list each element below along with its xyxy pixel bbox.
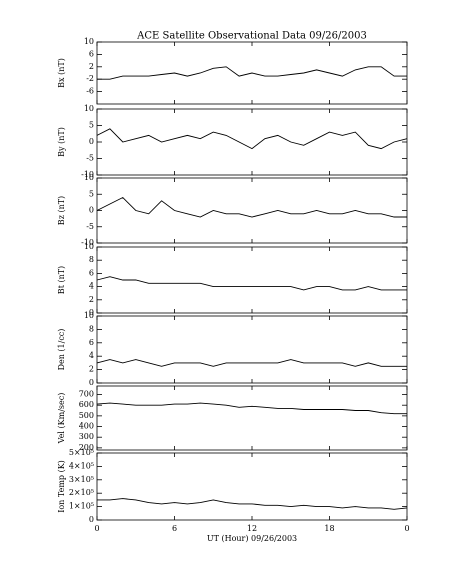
data-line bbox=[96, 196, 407, 218]
data-line bbox=[96, 402, 407, 415]
panel-frame bbox=[96, 452, 408, 521]
x-tick-label: 12 bbox=[247, 524, 257, 533]
y-axis-label: Bx (nT) bbox=[57, 58, 66, 88]
y-tick-label: 6 bbox=[89, 49, 94, 58]
panel-frame bbox=[96, 385, 408, 451]
y-tick-label: 0 bbox=[89, 308, 94, 317]
y-tick-label: 2 bbox=[89, 62, 94, 71]
y-tick-label: 1×10⁵ bbox=[69, 502, 94, 511]
y-tick-label: 2 bbox=[89, 365, 94, 374]
x-tick-label: 0 bbox=[404, 524, 409, 533]
y-tick-label: -5 bbox=[86, 222, 94, 231]
y-tick-label: 8 bbox=[89, 324, 94, 333]
y-tick-label: 0 bbox=[89, 515, 94, 524]
y-tick-label: 10 bbox=[84, 104, 94, 113]
y-tick-label: 5×10⁵ bbox=[69, 448, 94, 457]
y-tick-label: 4×10⁵ bbox=[69, 461, 94, 470]
y-tick-label: -5 bbox=[86, 154, 94, 163]
y-tick-label: 2 bbox=[89, 295, 94, 304]
y-tick-label: 6 bbox=[89, 268, 94, 277]
y-tick-label: 4 bbox=[89, 351, 94, 360]
y-axis-label: Bz (nT) bbox=[57, 196, 66, 225]
y-tick-label: 0 bbox=[89, 206, 94, 215]
y-axis-label: Bt (nT) bbox=[57, 266, 66, 294]
y-tick-label: 10 bbox=[84, 37, 94, 46]
y-tick-label: 5 bbox=[89, 121, 94, 130]
y-tick-label: 6 bbox=[89, 338, 94, 347]
y-axis-label: Ion Temp (K) bbox=[57, 460, 66, 513]
panel-frame bbox=[96, 177, 408, 244]
y-tick-label: 2×10⁵ bbox=[69, 488, 94, 497]
y-axis-label: Vel (Km/sec) bbox=[57, 393, 66, 445]
y-tick-label: 10 bbox=[84, 173, 94, 182]
y-tick-label: 0 bbox=[89, 378, 94, 387]
data-line bbox=[96, 359, 407, 367]
x-tick-label: 0 bbox=[94, 524, 99, 533]
y-tick-label: 500 bbox=[79, 411, 94, 420]
y-tick-label: -6 bbox=[86, 87, 94, 96]
data-line bbox=[97, 498, 408, 510]
panel-frame bbox=[96, 108, 408, 176]
data-line bbox=[96, 128, 408, 150]
y-tick-label: 300 bbox=[79, 432, 94, 441]
y-tick-label: 400 bbox=[79, 422, 94, 431]
panel-frame bbox=[96, 246, 408, 314]
y-tick-label: 4 bbox=[89, 282, 94, 291]
y-tick-label: -10 bbox=[81, 238, 94, 247]
y-tick-label: -10 bbox=[81, 170, 94, 179]
data-line bbox=[96, 276, 407, 291]
y-axis-label: By (nT) bbox=[57, 127, 66, 157]
y-tick-label: 3×10⁵ bbox=[69, 475, 94, 484]
x-tick-label: 6 bbox=[172, 524, 177, 533]
panel-frame bbox=[96, 315, 408, 384]
y-tick-label: -2 bbox=[86, 74, 94, 83]
y-axis-label: Den (1/cc) bbox=[57, 329, 66, 371]
y-tick-label: 700 bbox=[79, 390, 94, 399]
chart-title: ACE Satellite Observational Data 09/26/2… bbox=[136, 31, 367, 42]
y-tick-label: 200 bbox=[79, 443, 94, 452]
x-tick-label: 18 bbox=[324, 524, 334, 533]
y-tick-label: 5 bbox=[89, 189, 94, 198]
y-tick-label: 10 bbox=[84, 311, 94, 320]
y-tick-label: 10 bbox=[84, 242, 94, 251]
y-tick-label: 600 bbox=[79, 400, 94, 409]
data-line bbox=[97, 66, 407, 80]
x-axis-label: UT (Hour) 09/26/2003 bbox=[207, 534, 297, 543]
y-tick-label: 0 bbox=[89, 137, 94, 146]
y-tick-label: 8 bbox=[89, 255, 94, 264]
